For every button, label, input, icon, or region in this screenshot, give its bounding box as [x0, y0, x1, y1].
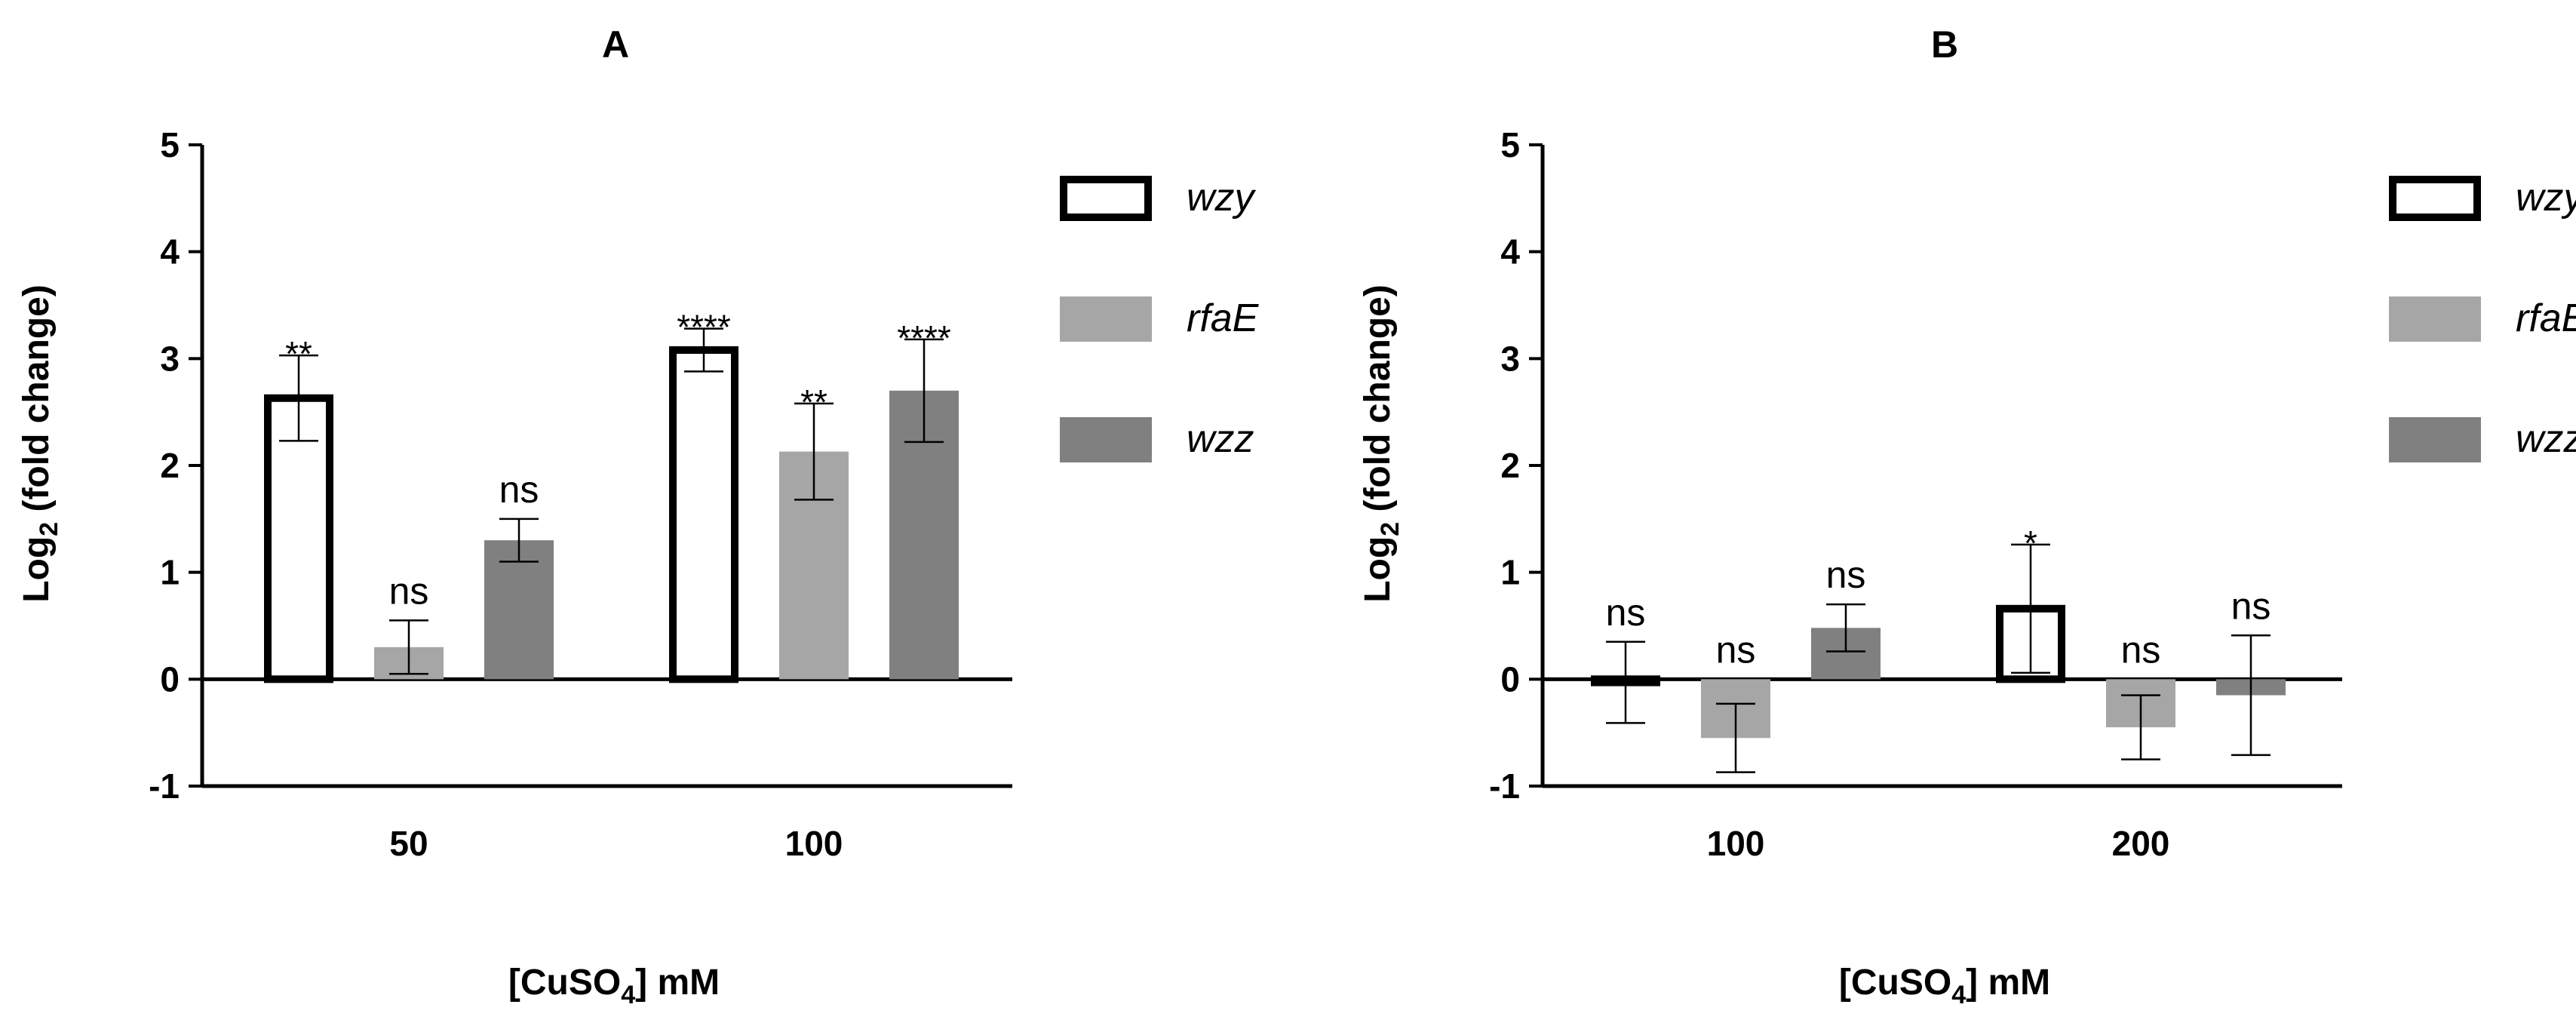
plot-area: -1 0 1 2 3 4 5 ns ns ns 100 * ns ns 200: [1489, 125, 2342, 863]
x-tick-label: 100: [785, 824, 843, 863]
legend-swatch: [2389, 296, 2481, 342]
x-axis-label-main: [CuSO: [508, 963, 621, 1003]
legend-label: wzz: [1187, 417, 1254, 461]
y-tick-label: 1: [1500, 553, 1520, 592]
x-axis-label: [CuSO4] mM: [1839, 963, 2050, 1009]
y-tick-label: 2: [1500, 446, 1520, 485]
x-axis-label-tail: ] mM: [1966, 963, 2050, 1003]
y-tick-label: 4: [1500, 232, 1520, 272]
legend-label: wzy: [2516, 176, 2576, 220]
legend-label: rfaE: [1187, 296, 1260, 340]
legend-label: wzy: [1187, 176, 1257, 220]
x-axis-label: [CuSO4] mM: [508, 963, 720, 1009]
x-axis-label-sub: 4: [621, 981, 635, 1009]
bar: [669, 346, 738, 683]
y-axis-label-sub: 2: [1376, 522, 1405, 536]
y-tick-label: 0: [160, 659, 180, 699]
significance-label: **: [800, 382, 827, 422]
significance-label: ****: [677, 308, 731, 347]
significance-label: ns: [2121, 628, 2161, 671]
y-tick-label: 3: [160, 339, 180, 378]
y-axis-label-main: Log: [17, 536, 57, 603]
y-tick-label: -1: [149, 766, 180, 806]
y-axis-label-sub: 2: [35, 522, 63, 536]
y-tick-label: 0: [1500, 659, 1520, 699]
y-tick-label: 4: [160, 232, 180, 272]
legend: wzy rfaE wzz: [2389, 176, 2576, 462]
y-tick-label: 5: [160, 125, 180, 164]
significance-label: ns: [499, 468, 539, 511]
significance-label: *: [2024, 524, 2037, 563]
legend-swatch: [1060, 176, 1152, 221]
x-tick-label: 50: [389, 824, 428, 863]
y-axis-label: Log2 (fold change): [17, 284, 63, 603]
panel-title: B: [1931, 23, 1958, 66]
panel-title: A: [602, 23, 629, 66]
legend-swatch: [2389, 417, 2481, 462]
x-tick-label: 200: [2112, 824, 2170, 863]
y-axis-label-main: Log: [1358, 536, 1398, 603]
y-tick-label: 5: [1500, 125, 1520, 164]
x-tick-label: 100: [1707, 824, 1765, 863]
y-axis-label-tail: (fold change): [17, 284, 57, 522]
x-axis-label-sub: 4: [1951, 981, 1966, 1009]
legend-swatch: [2389, 176, 2481, 221]
y-tick-label: -1: [1489, 766, 1520, 806]
significance-label: **: [285, 334, 312, 373]
significance-label: ****: [897, 318, 951, 358]
y-axis-label: Log2 (fold change): [1358, 284, 1405, 603]
y-tick-label: 3: [1500, 339, 1520, 378]
significance-label: ns: [1716, 628, 1756, 671]
x-axis-label-main: [CuSO: [1839, 963, 1951, 1003]
significance-label: ns: [1606, 591, 1646, 634]
y-tick-label: 2: [160, 446, 180, 485]
significance-label: ns: [2231, 585, 2271, 627]
y-tick-label: 1: [160, 553, 180, 592]
y-axis-label-tail: (fold change): [1358, 284, 1398, 522]
legend-label: rfaE: [2516, 296, 2576, 340]
significance-label: ns: [1826, 554, 1866, 596]
legend-swatch: [1060, 296, 1152, 342]
legend-swatch: [1060, 417, 1152, 462]
legend: wzy rfaE wzz: [1060, 176, 1260, 462]
x-axis-label-tail: ] mM: [635, 963, 720, 1003]
bar: [484, 540, 554, 680]
legend-label: wzz: [2516, 417, 2576, 461]
significance-label: ns: [389, 570, 429, 612]
